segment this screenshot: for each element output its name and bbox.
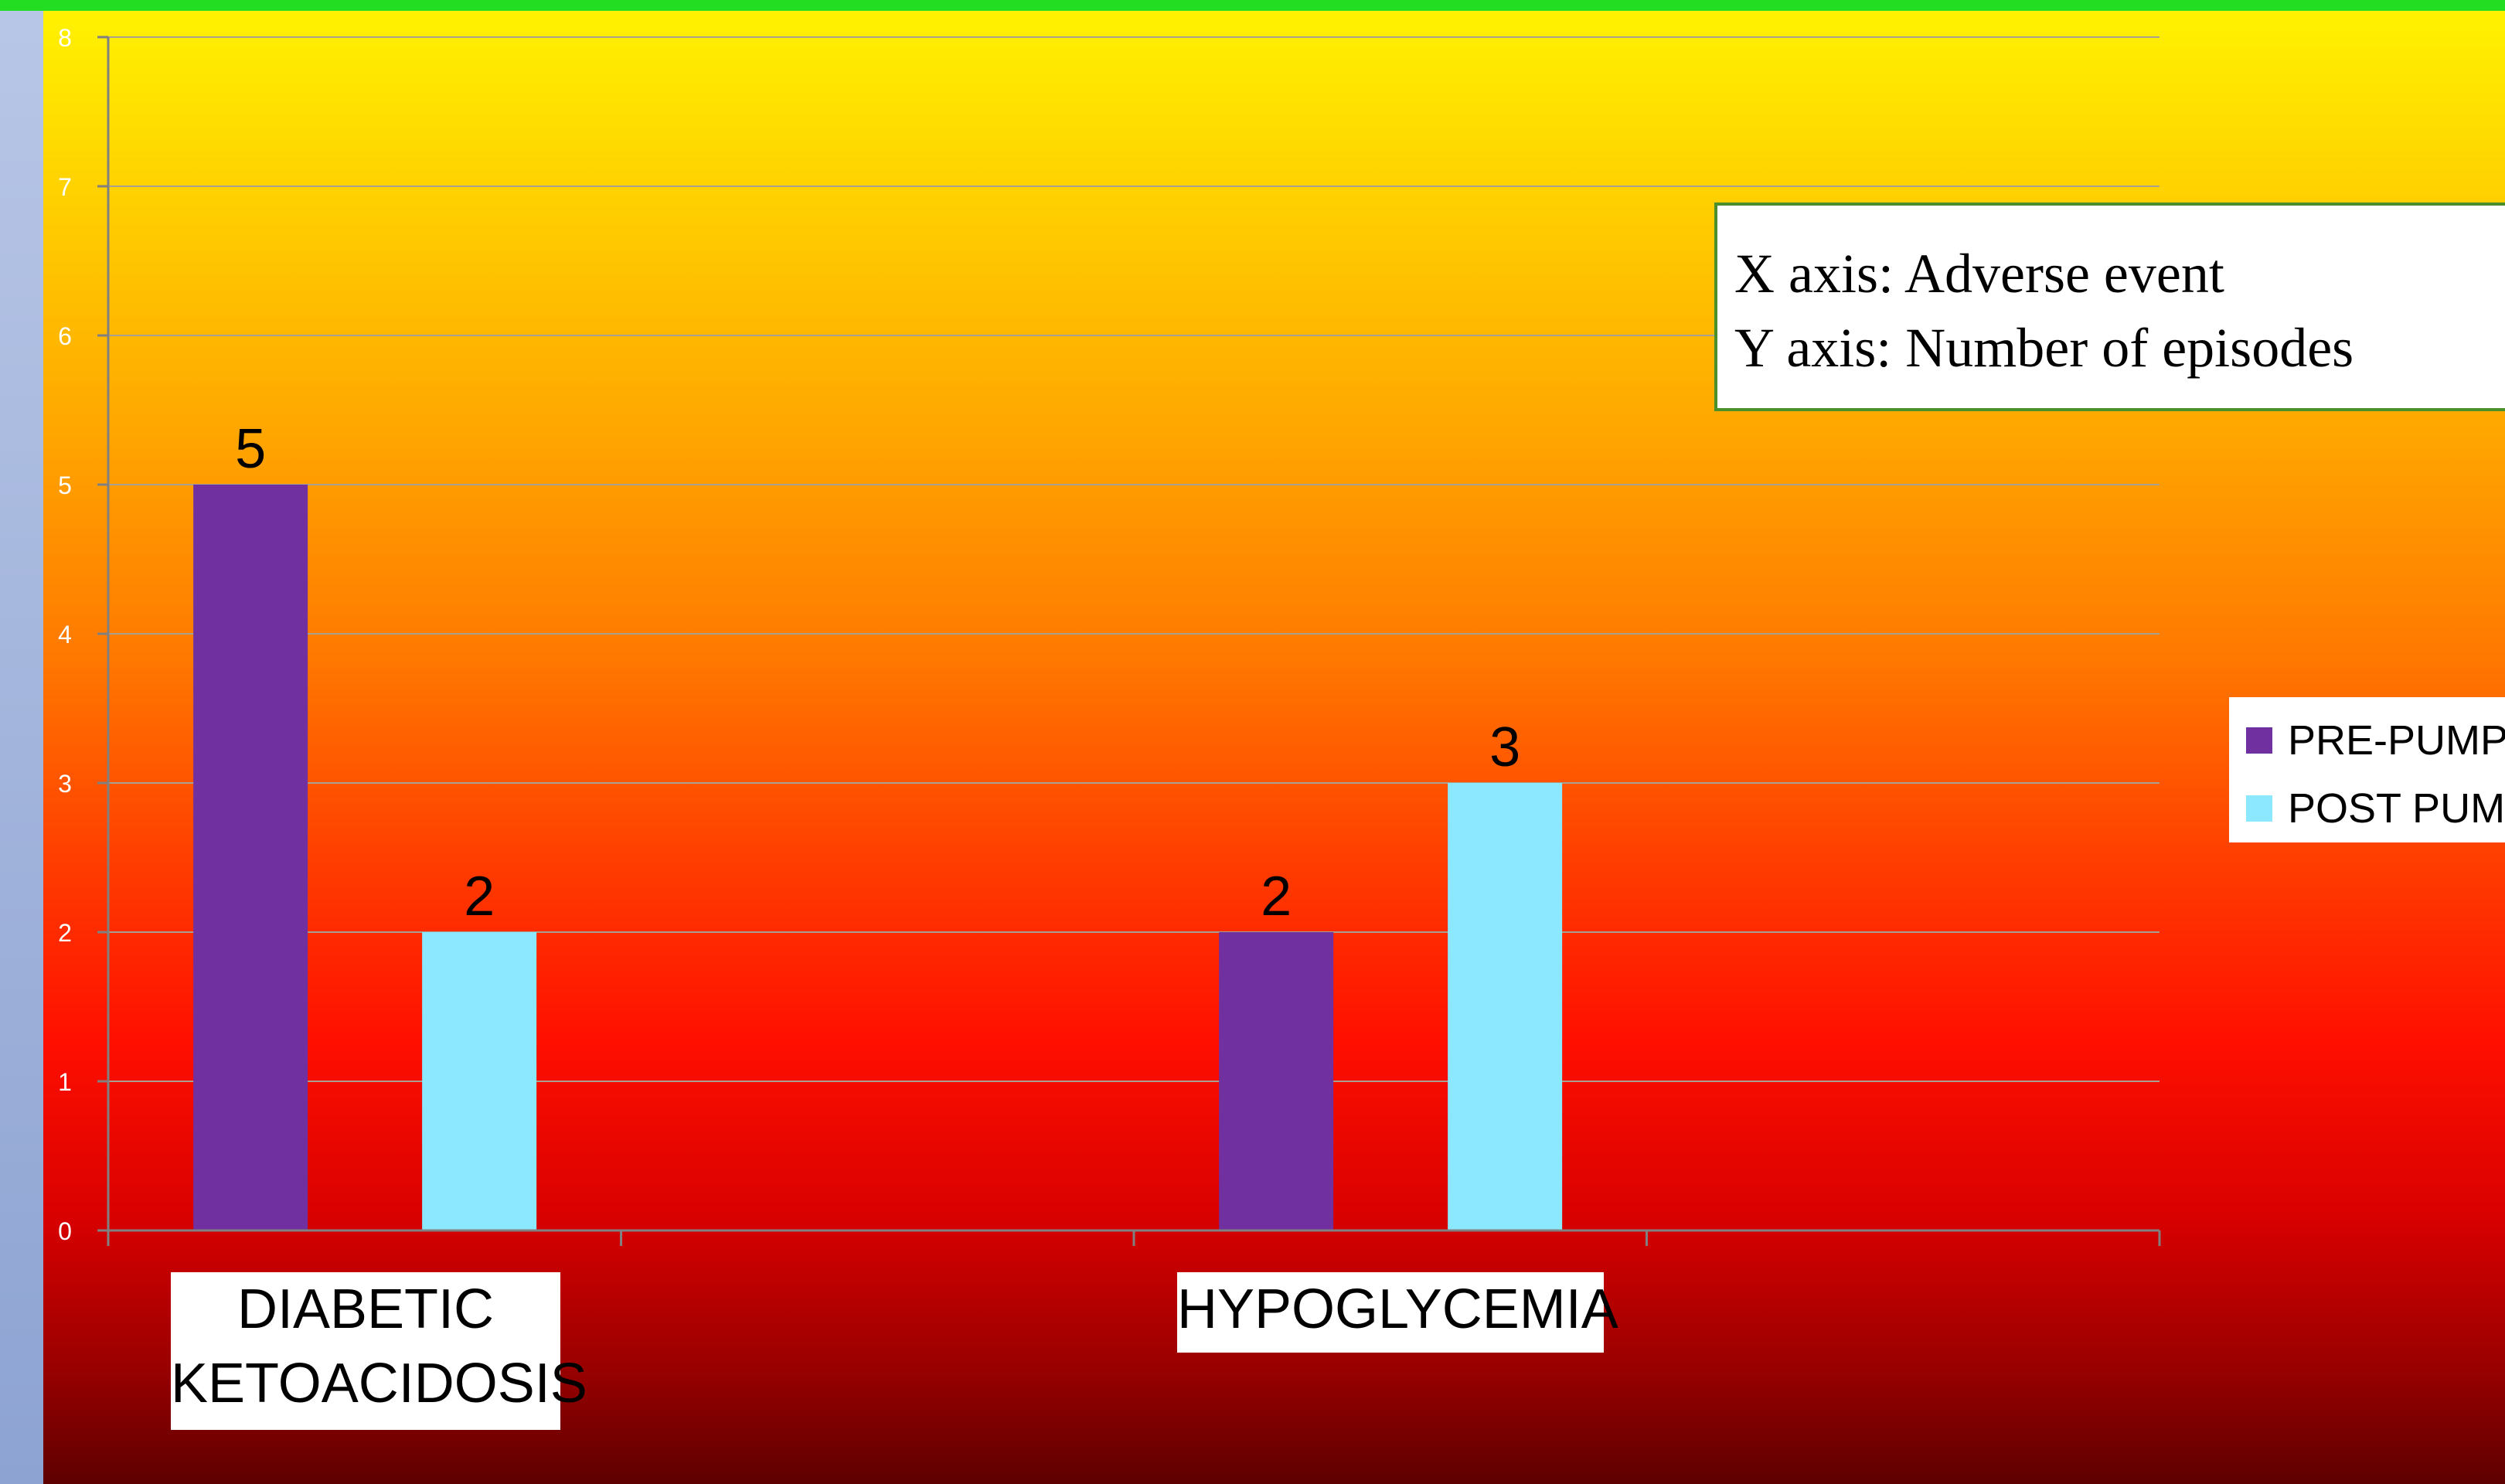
- y-tick-label: 5: [58, 471, 72, 499]
- y-tick-label: 0: [58, 1217, 72, 1245]
- y-tick-label: 4: [58, 621, 72, 648]
- axes: [97, 36, 2161, 1246]
- y-tick-labels: 0 1 2 3 4 5 6 7 8: [58, 24, 72, 1245]
- y-tick-label: 8: [58, 24, 72, 52]
- y-tick-label: 7: [58, 173, 72, 201]
- y-tick-label: 1: [58, 1068, 72, 1096]
- bar-pre-pump-diabetic-ketoacidosis: [193, 485, 308, 1230]
- legend: PRE-PUMP POST PUMP: [2229, 697, 2505, 842]
- bar-chart: 5 2 2 3 0 1 2 3 4 5 6 7 8: [58, 24, 2161, 1246]
- slide-top-border: [0, 0, 2505, 11]
- bar-pre-pump-hypoglycemia: [1219, 932, 1334, 1230]
- bar-post-pump-diabetic-ketoacidosis: [422, 932, 537, 1230]
- legend-item-pre-pump: PRE-PUMP: [2246, 706, 2505, 774]
- y-axis-description: Y axis: Number of episodes: [1734, 317, 2354, 379]
- legend-item-post-pump: POST PUMP: [2246, 774, 2505, 842]
- axis-description-box: X axis: Adverse event Y axis: Number of …: [1714, 203, 2505, 411]
- category-label-diabetic-ketoacidosis: DIABETIC KETOACIDOSIS: [171, 1272, 587, 1430]
- legend-swatch-pre-pump: [2246, 727, 2272, 754]
- legend-swatch-post-pump: [2246, 795, 2272, 822]
- category-label-hypoglycemia: HYPOGLYCEMIA: [1177, 1272, 1618, 1353]
- data-label: 5: [235, 418, 266, 480]
- data-label: 2: [464, 866, 495, 928]
- gridlines: [108, 36, 2160, 1082]
- legend-label-pre-pump: PRE-PUMP: [2288, 717, 2505, 764]
- y-tick-label: 6: [58, 322, 72, 350]
- chart-area: 5 2 2 3 0 1 2 3 4 5 6 7 8 X axis: Adverse event Y a…: [43, 11, 2505, 1484]
- category-label-line: HYPOGLYCEMIA: [1177, 1278, 1618, 1340]
- bars: [193, 485, 1563, 1230]
- data-label: 3: [1489, 716, 1520, 778]
- x-axis-description: X axis: Adverse event: [1734, 243, 2224, 305]
- y-tick-label: 2: [58, 919, 72, 947]
- category-label-line: DIABETIC: [237, 1278, 495, 1340]
- slide-left-border: [0, 0, 46, 1484]
- legend-label-post-pump: POST PUMP: [2288, 785, 2505, 832]
- category-label-line: KETOACIDOSIS: [171, 1353, 587, 1414]
- bar-post-pump-hypoglycemia: [1448, 783, 1563, 1230]
- data-label: 2: [1261, 866, 1292, 928]
- data-labels: 5 2 2 3: [235, 418, 1520, 928]
- y-tick-label: 3: [58, 770, 72, 798]
